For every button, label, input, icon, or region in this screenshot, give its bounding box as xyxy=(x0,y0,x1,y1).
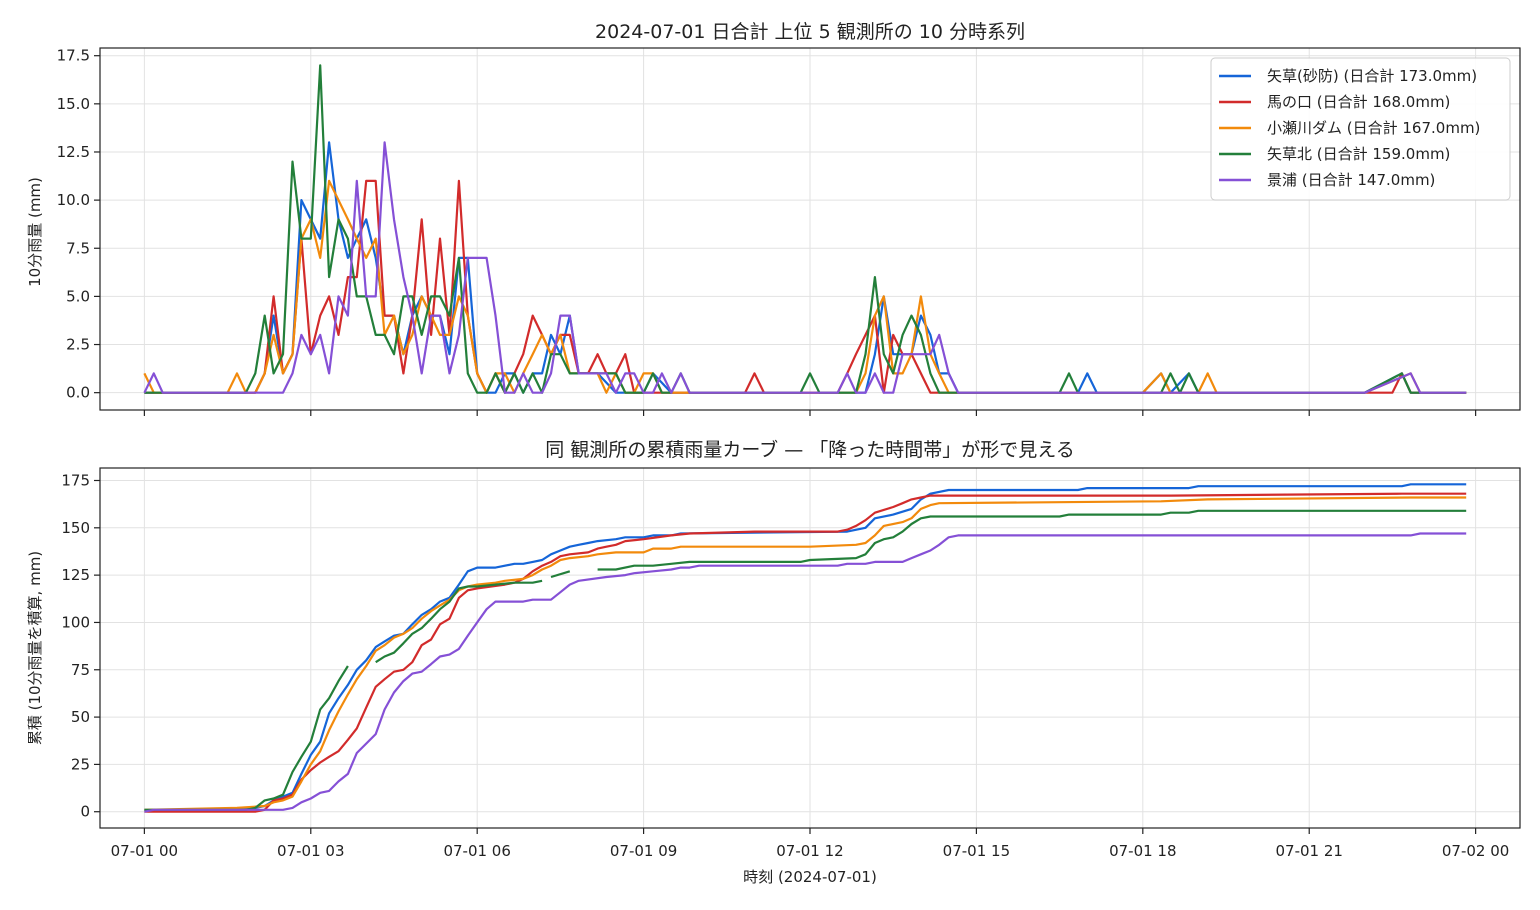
x-tick-label: 07-01 06 xyxy=(443,842,510,860)
x-ticks-bottom: 07-01 00 07-01 03 07-01 06 07-01 09 07-01 12… xyxy=(111,828,1509,860)
series-line-3 xyxy=(144,665,349,811)
x-tick-label: 07-01 15 xyxy=(943,842,1010,860)
legend-entry: 景浦 (日合計 147.0mm) xyxy=(1267,171,1435,189)
y-tick-label: 12.5 xyxy=(57,143,90,161)
legend-entry: 矢草(砂防) (日合計 173.0mm) xyxy=(1267,67,1477,85)
series-line-4 xyxy=(144,532,1467,813)
x-axis-label: 時刻 (2024-07-01) xyxy=(743,868,877,886)
x-ticks-top xyxy=(143,410,1477,416)
series-line-2 xyxy=(143,179,1467,394)
y-axis-label-bottom: 累積 (10分雨量を積算, mm) xyxy=(26,551,44,745)
gridlines-bottom xyxy=(100,468,1520,828)
y-tick-label: 17.5 xyxy=(57,47,90,65)
x-tick-label: 07-01 03 xyxy=(277,842,344,860)
y-tick-label: 125 xyxy=(61,566,90,584)
y-tick-label: 150 xyxy=(61,519,90,537)
legend-entry: 小瀬川ダム (日合計 167.0mm) xyxy=(1267,119,1480,137)
chart-title-bottom: 同 観測所の累積雨量カーブ — 「降った時間帯」が形で見える xyxy=(545,438,1074,461)
x-tick-label: 07-01 12 xyxy=(776,842,843,860)
series-line-2 xyxy=(144,496,1467,811)
y-tick-label: 100 xyxy=(61,613,90,631)
cumulative-rainfall-panel: 同 観測所の累積雨量カーブ — 「降った時間帯」が形で見える 累積 (10分雨量… xyxy=(26,438,1521,886)
rainfall-10min-panel: 2024-07-01 日合計 上位 5 観測所の 10 分時系列 10分雨量 (… xyxy=(26,21,1521,416)
chart-title-top: 2024-07-01 日合計 上位 5 観測所の 10 分時系列 xyxy=(595,21,1025,43)
y-tick-label: 7.5 xyxy=(66,239,90,257)
series-line-3 xyxy=(375,579,543,664)
series-lines-bottom xyxy=(144,483,1467,813)
y-tick-label: 15.0 xyxy=(57,95,90,113)
y-tick-label: 75 xyxy=(71,661,90,679)
legend-entry: 馬の口 (日合計 168.0mm) xyxy=(1267,93,1450,111)
x-tick-label: 07-01 21 xyxy=(1275,842,1342,860)
series-line-3 xyxy=(550,570,571,579)
x-tick-label: 07-02 00 xyxy=(1442,842,1509,860)
series-lines-top xyxy=(143,64,1467,394)
y-tick-label: 2.5 xyxy=(66,336,90,354)
legend-box xyxy=(1210,57,1511,201)
y-tick-label: 175 xyxy=(61,471,90,489)
y-tick-label: 0 xyxy=(80,803,90,821)
x-tick-label: 07-01 00 xyxy=(111,842,178,860)
series-line-0 xyxy=(144,483,1467,811)
x-tick-label: 07-01 18 xyxy=(1109,842,1176,860)
y-tick-label: 25 xyxy=(71,755,90,773)
legend-entry: 矢草北 (日合計 159.0mm) xyxy=(1267,145,1450,163)
y-tick-label: 5.0 xyxy=(66,287,90,305)
legend: 矢草(砂防) (日合計 173.0mm) 馬の口 (日合計 168.0mm) 小瀬川… xyxy=(1210,57,1511,201)
series-line-3 xyxy=(597,509,1467,571)
y-ticks-top: 0.0 2.5 5.0 7.5 10.0 12.5 15.0 17.5 xyxy=(57,47,100,402)
y-tick-label: 10.0 xyxy=(57,191,90,209)
x-tick-label: 07-01 09 xyxy=(610,842,677,860)
y-axis-label-top: 10分雨量 (mm) xyxy=(26,177,44,287)
series-line-4 xyxy=(143,141,1467,394)
series-line-1 xyxy=(144,179,1467,394)
y-ticks-bottom: 0 25 50 75 100 125 150 175 xyxy=(61,471,100,821)
y-tick-label: 50 xyxy=(71,708,90,726)
gridlines-top xyxy=(100,48,1520,410)
y-tick-label: 0.0 xyxy=(66,384,90,402)
